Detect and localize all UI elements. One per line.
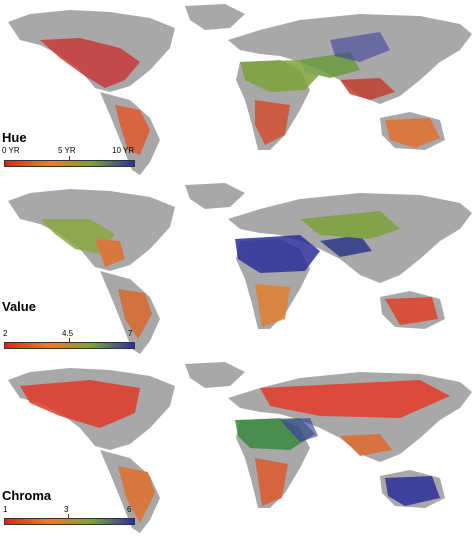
hue-data-overlay (40, 32, 440, 155)
land-masses (8, 4, 472, 175)
value-tick-min: 2 (3, 329, 8, 338)
hue-tick-mark-mid (69, 156, 70, 160)
hue-colorbar (4, 160, 135, 167)
chroma-tick-max: 6 (127, 505, 132, 514)
hue-tick-mid: 5 YR (58, 146, 76, 155)
chroma-map-panel: Chroma 1 3 6 (0, 358, 474, 537)
hue-legend-title: Hue (2, 130, 27, 145)
hue-world-map (8, 4, 472, 175)
value-colorbar (4, 342, 135, 349)
value-tick-max: 7 (128, 329, 133, 338)
value-tick-mid: 4.5 (62, 329, 74, 338)
value-world-map (8, 183, 472, 354)
chroma-tick-mid: 3 (64, 505, 69, 514)
chroma-colorbar (4, 518, 135, 525)
chroma-data-overlay (20, 380, 450, 523)
land-masses (8, 183, 472, 354)
chroma-world-map (8, 362, 472, 533)
chroma-legend-title: Chroma (2, 488, 52, 503)
hue-tick-max: 10 YR (112, 146, 135, 155)
chroma-tick-mark-mid (68, 514, 69, 518)
value-tick-mark-mid (69, 338, 70, 342)
value-map-panel: Value 2 4.5 7 (0, 179, 474, 358)
value-legend-title: Value (2, 299, 36, 314)
hue-map-panel: Hue 0 YR 5 YR 10 YR (0, 0, 474, 179)
value-data-overlay (40, 211, 438, 339)
chroma-tick-min: 1 (3, 505, 8, 514)
hue-tick-min: 0 YR (2, 146, 20, 155)
